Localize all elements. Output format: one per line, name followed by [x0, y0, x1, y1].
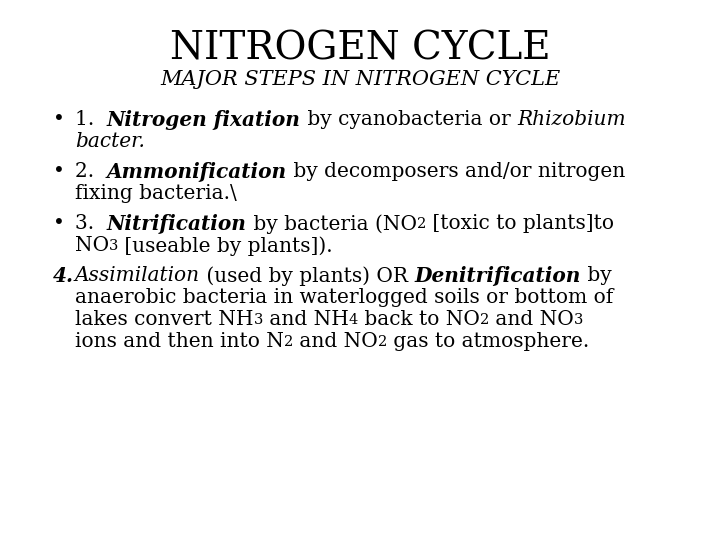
Text: back to NO: back to NO — [358, 310, 480, 329]
Text: 3: 3 — [253, 314, 263, 327]
Text: fixing bacteria.\: fixing bacteria.\ — [75, 184, 237, 203]
Text: and NO: and NO — [489, 310, 574, 329]
Text: NO: NO — [75, 236, 109, 255]
Text: 2: 2 — [480, 314, 489, 327]
Text: Nitrogen fixation: Nitrogen fixation — [107, 110, 301, 130]
Text: ions and then into N: ions and then into N — [75, 332, 284, 351]
Text: anaerobic bacteria in waterlogged soils or bottom of: anaerobic bacteria in waterlogged soils … — [75, 288, 613, 307]
Text: 3: 3 — [574, 314, 583, 327]
Text: MAJOR STEPS IN NITROGEN CYCLE: MAJOR STEPS IN NITROGEN CYCLE — [160, 70, 560, 89]
Text: by bacteria (NO: by bacteria (NO — [247, 214, 417, 234]
Text: [useable by plants]).: [useable by plants]). — [119, 236, 333, 255]
Text: 4.: 4. — [53, 266, 74, 286]
Text: 3: 3 — [109, 240, 119, 253]
Text: 2: 2 — [378, 335, 387, 349]
Text: Assimilation: Assimilation — [75, 266, 200, 285]
Text: 2: 2 — [417, 218, 426, 232]
Text: 1.: 1. — [75, 110, 107, 129]
Text: by: by — [581, 266, 611, 285]
Text: and NO: and NO — [293, 332, 378, 351]
Text: lakes convert NH: lakes convert NH — [75, 310, 253, 329]
Text: 2.: 2. — [75, 162, 107, 181]
Text: bacter.: bacter. — [75, 132, 145, 151]
Text: •: • — [53, 214, 65, 233]
Text: NITROGEN CYCLE: NITROGEN CYCLE — [170, 30, 550, 67]
Text: •: • — [53, 110, 65, 129]
Text: [toxic to plants]to: [toxic to plants]to — [426, 214, 614, 233]
Text: •: • — [53, 162, 65, 181]
Text: 4: 4 — [348, 314, 358, 327]
Text: and NH: and NH — [263, 310, 348, 329]
Text: Nitrification: Nitrification — [107, 214, 247, 234]
Text: Ammonification: Ammonification — [107, 162, 287, 182]
Text: by decomposers and/or nitrogen: by decomposers and/or nitrogen — [287, 162, 625, 181]
Text: 2: 2 — [284, 335, 293, 349]
Text: (used by plants) OR: (used by plants) OR — [200, 266, 415, 286]
Text: 3.: 3. — [75, 214, 107, 233]
Text: gas to atmosphere.: gas to atmosphere. — [387, 332, 590, 351]
Text: Denitrification: Denitrification — [415, 266, 581, 286]
Text: by cyanobacteria or: by cyanobacteria or — [301, 110, 517, 129]
Text: Rhizobium: Rhizobium — [517, 110, 626, 129]
